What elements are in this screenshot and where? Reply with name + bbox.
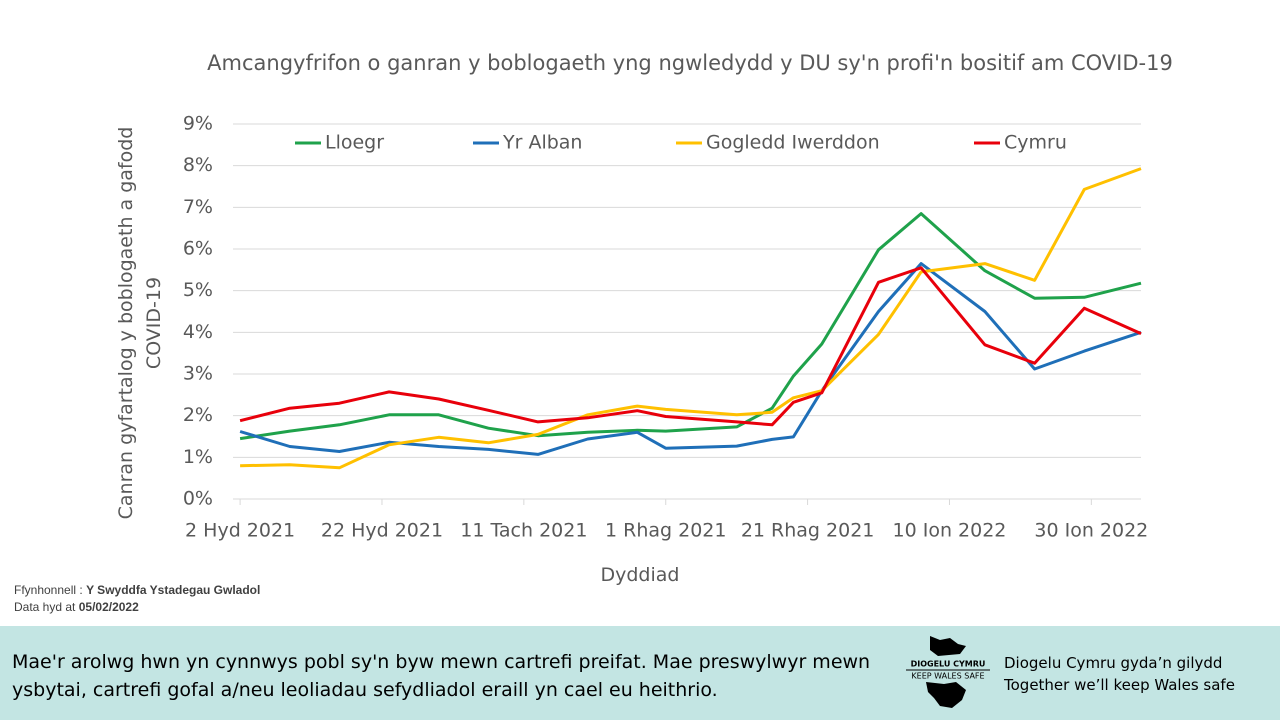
legend-label: Yr Alban — [502, 132, 582, 154]
source-value: Y Swyddfa Ystadegau Gwladol — [86, 583, 261, 597]
y-tick-label: 7% — [183, 196, 213, 218]
y-axis-label: Canran gyfartalog y boblogaeth a gafodd … — [115, 126, 165, 520]
logo: DIOGELU CYMRU KEEP WALES SAFE — [906, 636, 990, 708]
note: Mae'r arolwg hwn yn cynnwys pobl sy'n by… — [12, 651, 871, 701]
y-tick-label: 9% — [183, 113, 213, 135]
logo-bottom: KEEP WALES SAFE — [911, 672, 984, 681]
series-line — [240, 167, 1142, 470]
chart-title: Amcangyfrifon o ganran y boblogaeth yng … — [207, 51, 1173, 75]
x-tick-label: 2 Hyd 2021 — [185, 520, 295, 542]
logo-shape — [926, 682, 966, 708]
series-line — [239, 262, 1142, 456]
y-tick-label: 6% — [183, 238, 213, 260]
series-line — [239, 266, 1142, 427]
y-tick-label: 2% — [183, 404, 213, 426]
x-tick-label: 10 Ion 2022 — [893, 520, 1007, 542]
source-label: Ffynhonnell : — [14, 583, 83, 597]
legend-label: Gogledd Iwerddon — [706, 132, 880, 154]
data-date: Data hyd at 05/02/2022 — [14, 600, 139, 614]
x-tick-label: 21 Rhag 2021 — [741, 520, 875, 542]
legend-label: Lloegr — [325, 132, 384, 154]
x-tick-label: 30 Ion 2022 — [1034, 520, 1148, 542]
y-tick-label: 0% — [183, 488, 213, 510]
y-tick-label: 8% — [183, 154, 213, 176]
source: Ffynhonnell : Y Swyddfa Ystadegau Gwlado… — [14, 583, 260, 597]
x-axis-label: Dyddiad — [600, 564, 680, 586]
y-tick-label: 5% — [183, 279, 213, 301]
chart: 0% 1% 2% 3% 4% 5% 6% 7% 8% 9% 2 Hyd 2021 22 Hyd 202… — [183, 113, 1148, 542]
x-tick-label: 11 Tach 2021 — [460, 520, 587, 542]
slogan: Diogelu Cymru gyda’n gilydd Together we’… — [1004, 652, 1235, 696]
legend-label: Cymru — [1004, 132, 1067, 154]
logo-shape — [930, 636, 966, 656]
banner: Mae'r arolwg hwn yn cynnwys pobl sy'n by… — [0, 626, 1280, 720]
logo-top: DIOGELU CYMRU — [911, 660, 986, 669]
data-date-value: 05/02/2022 — [78, 600, 139, 614]
x-tick-label: 1 Rhag 2021 — [605, 520, 726, 542]
y-tick-label: 3% — [183, 363, 213, 385]
series-line — [239, 212, 1142, 441]
slogan-english: Together we’ll keep Wales safe — [1004, 676, 1235, 694]
data-date-label: Data hyd at — [14, 600, 76, 614]
y-tick-label: 4% — [183, 321, 213, 343]
x-tick-label: 22 Hyd 2021 — [321, 520, 443, 542]
slogan-welsh: Diogelu Cymru gyda’n gilydd — [1004, 654, 1223, 672]
y-tick-label: 1% — [183, 446, 213, 468]
